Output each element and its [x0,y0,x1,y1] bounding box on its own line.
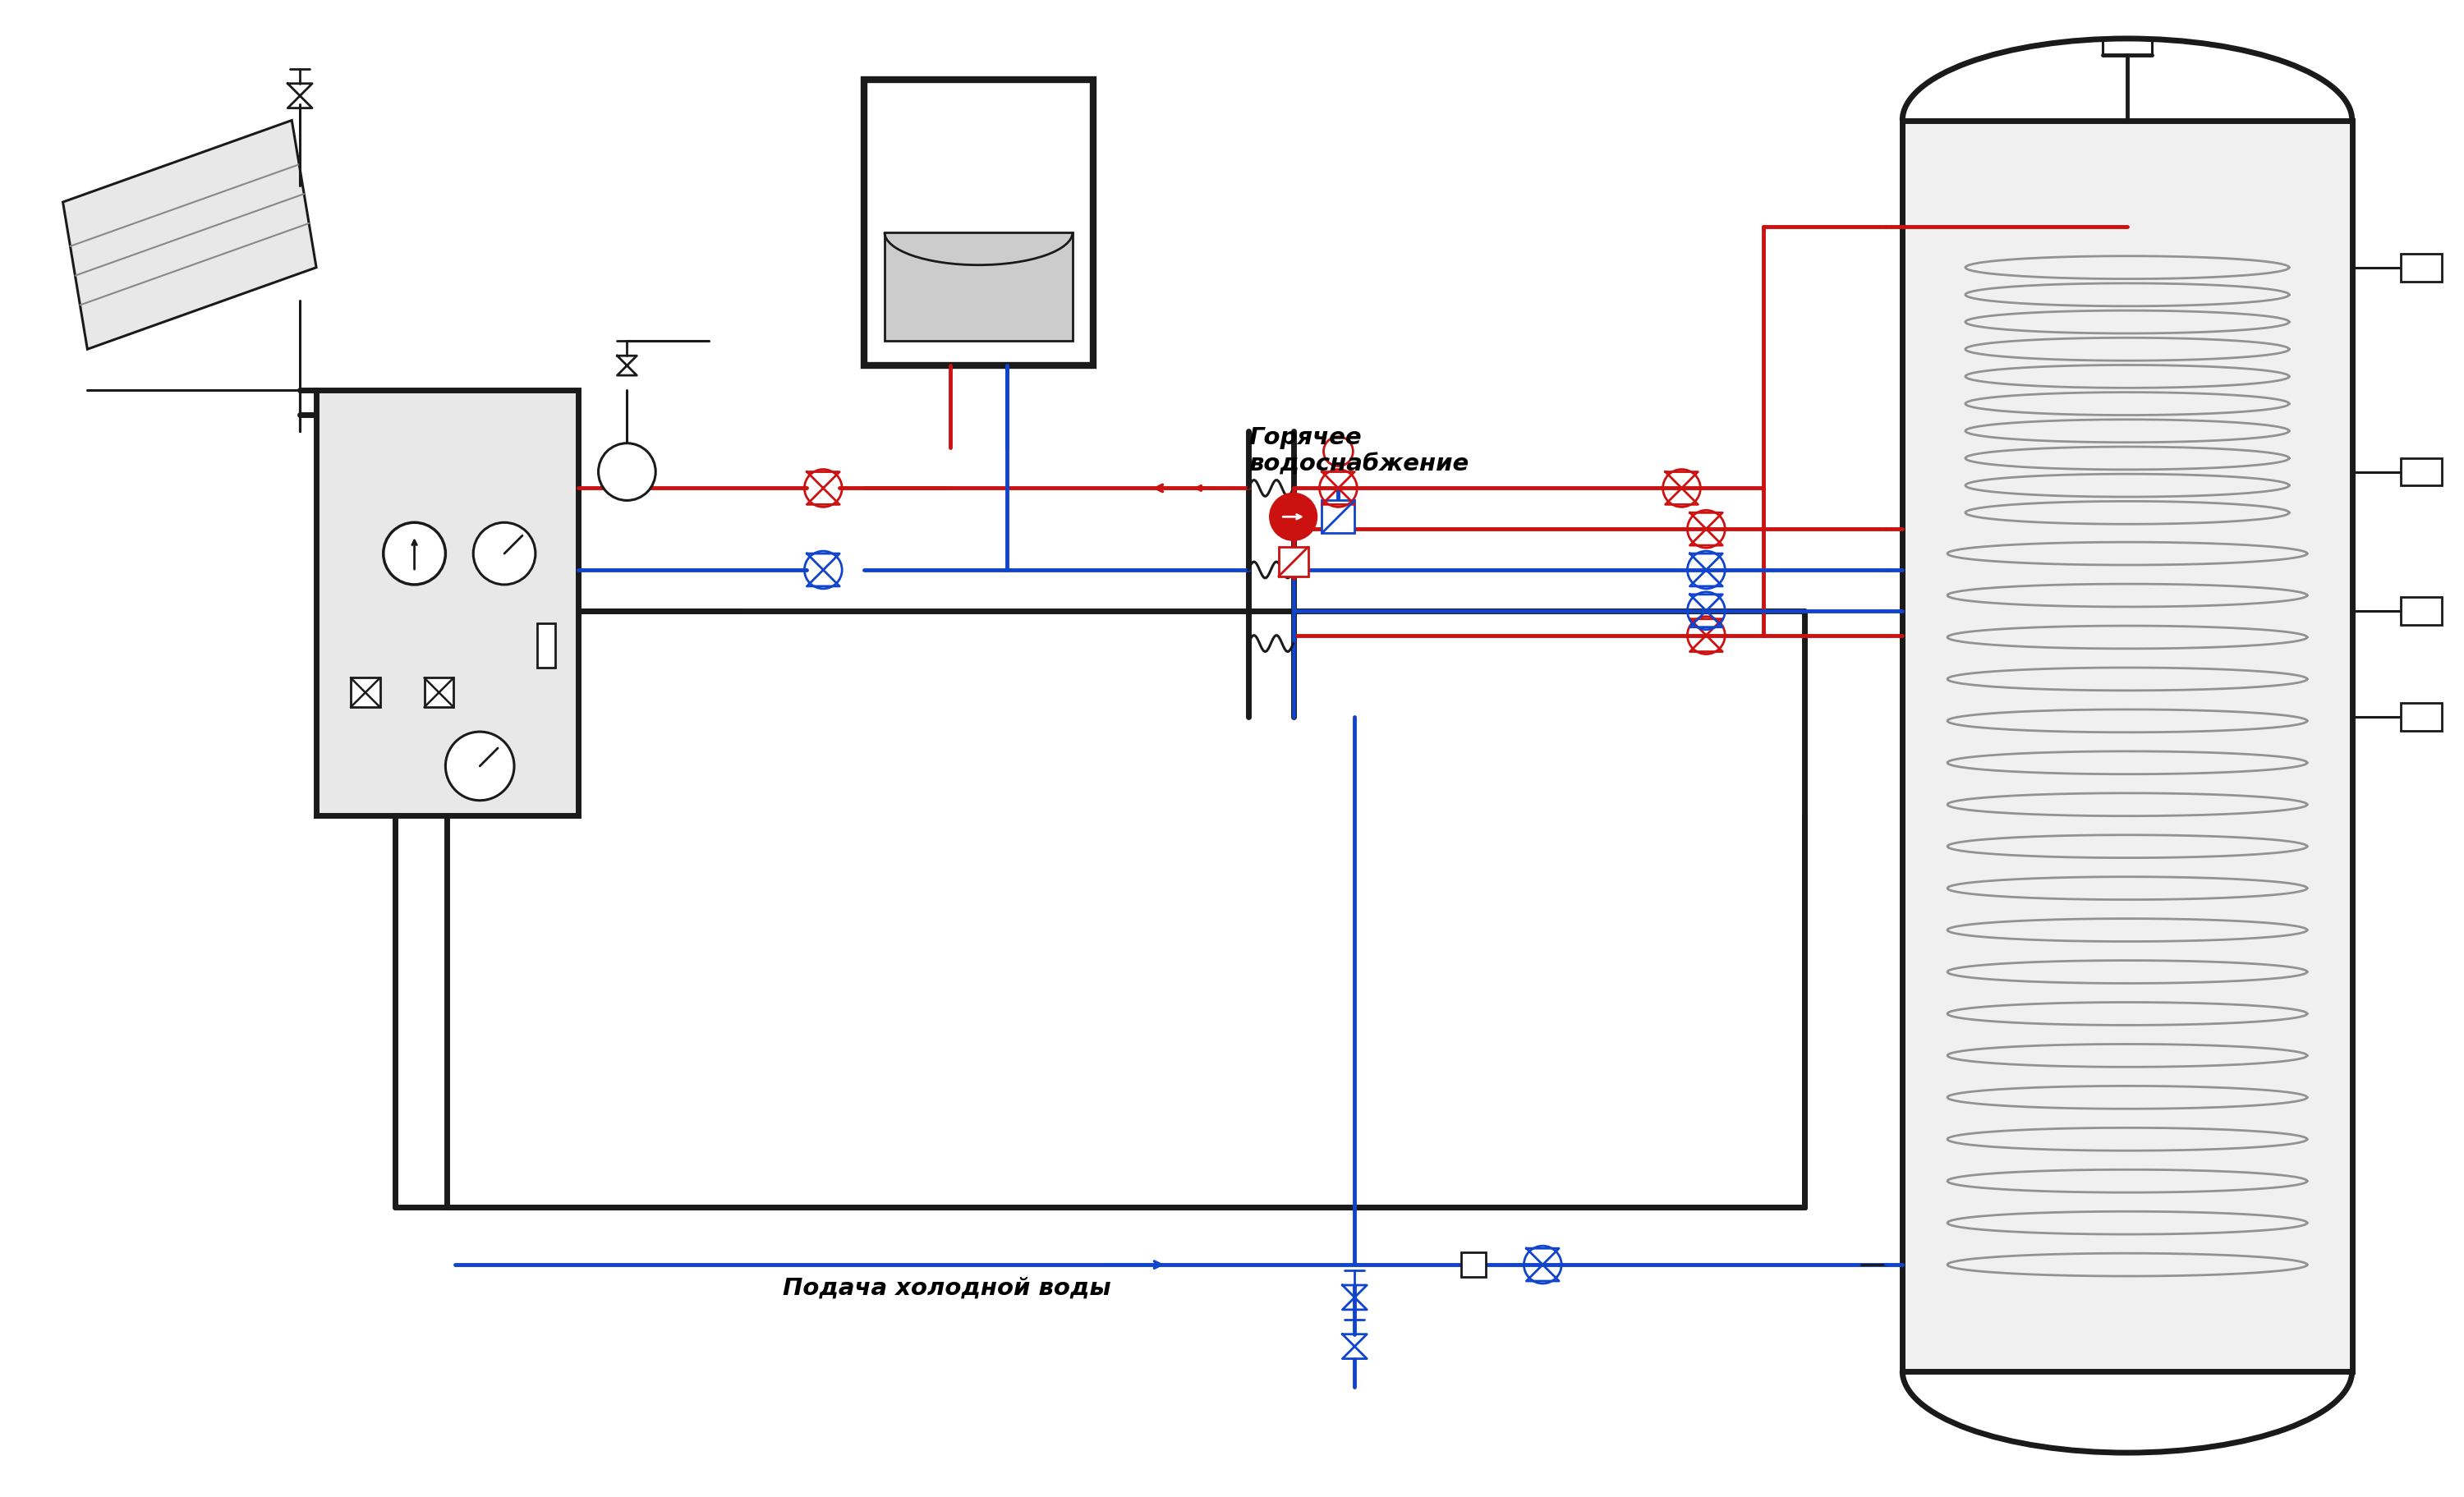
Bar [537,623,554,668]
Circle shape [473,522,535,585]
Text: Подача холодной воды: Подача холодной воды [784,1277,1111,1299]
Bar [2400,704,2442,731]
Bar [885,232,1072,341]
Bar [865,79,1094,365]
Bar [1461,1253,1486,1277]
Bar [2400,458,2442,485]
Bar [2400,597,2442,624]
Bar [350,678,379,707]
Polygon shape [64,120,315,349]
Circle shape [384,522,446,585]
Bar [1902,120,2353,1371]
Bar [315,391,579,816]
Circle shape [1271,494,1316,539]
Text: Горячее
водоснабжение: Горячее водоснабжение [1249,427,1469,476]
Bar [1279,546,1308,576]
Bar [424,678,453,707]
Circle shape [446,732,515,801]
Bar [1321,500,1355,533]
Bar [2400,253,2442,281]
Circle shape [599,443,655,500]
